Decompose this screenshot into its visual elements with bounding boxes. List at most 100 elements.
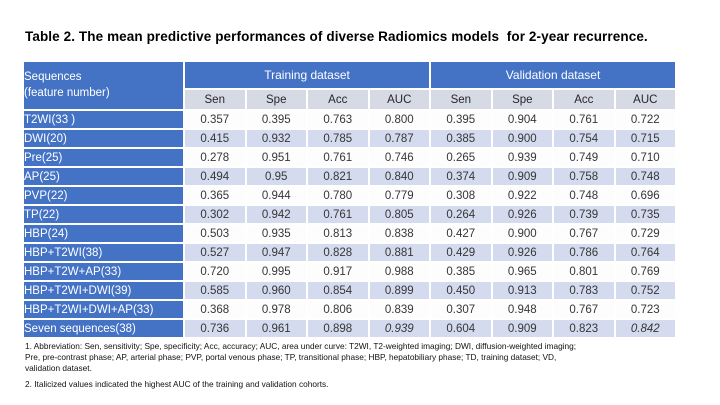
metric-value: 0.913 — [490, 280, 555, 301]
metric-value: 0.761 — [306, 204, 370, 225]
metric-value: 0.944 — [244, 185, 308, 206]
table-header: Sequences (feature number) Training data… — [22, 60, 678, 111]
table-row: HBP+T2WI+DWI+AP(33) 0.368 0.978 0.806 0.839 0… — [22, 299, 678, 320]
metric-value: 0.503 — [183, 223, 247, 244]
metric-value: 0.429 — [429, 242, 493, 263]
metric-value: 0.840 — [367, 166, 432, 187]
footnote-1-line-1: 1. Abbreviation: Sen, sensitivity; Spe, … — [25, 341, 577, 351]
metric-value: 0.785 — [306, 128, 370, 149]
metric-value: 0.395 — [429, 109, 493, 130]
metric-value: 0.395 — [244, 109, 308, 130]
metric-value: 0.302 — [183, 204, 247, 225]
metric-value: 0.939 — [490, 147, 555, 168]
radiomics-performance-table: Sequences (feature number) Training data… — [22, 60, 678, 339]
metric-value: 0.278 — [183, 147, 247, 168]
metric-value: 0.926 — [490, 204, 555, 225]
metric-value: 0.942 — [244, 204, 308, 225]
metric-value: 0.881 — [367, 242, 432, 263]
metric-value: 0.729 — [613, 223, 678, 244]
metric-value: 0.374 — [429, 166, 493, 187]
metric-value: 0.696 — [613, 185, 678, 206]
metric-value: 0.854 — [306, 280, 370, 301]
metric-value: 0.95 — [244, 166, 308, 187]
sequences-header-line2: (feature number) — [24, 86, 110, 99]
metric-value: 0.786 — [552, 242, 616, 263]
metric-value: 0.935 — [244, 223, 308, 244]
metric-value: 0.965 — [490, 261, 555, 282]
sequences-header-line1: Sequences — [24, 70, 82, 83]
row-label: HBP+T2WI(38) — [22, 242, 185, 263]
metric-value: 0.828 — [306, 242, 370, 263]
table-row: DWI(20) 0.415 0.932 0.785 0.787 0.385 0.900 0.7… — [22, 128, 678, 149]
table-row: HBP+T2WI(38) 0.527 0.947 0.828 0.881 0.429 0.9… — [22, 242, 678, 263]
footnote-abbreviations: 1. Abbreviation: Sen, sensitivity; Spe, … — [25, 341, 715, 374]
metric-value: 0.806 — [306, 299, 370, 320]
footnote-1-line-3: validation dataset. — [25, 363, 92, 373]
metric-value: 0.752 — [613, 280, 678, 301]
metric-header-validation-acc: Acc — [552, 88, 616, 111]
metric-value: 0.961 — [244, 318, 308, 339]
metric-value: 0.385 — [429, 261, 493, 282]
metric-value: 0.909 — [490, 318, 555, 339]
metric-value: 0.769 — [613, 261, 678, 282]
metric-value: 0.767 — [552, 223, 616, 244]
table-row: HBP+T2WI+DWI(39) 0.585 0.960 0.854 0.899 0.45… — [22, 280, 678, 301]
metric-value: 0.736 — [183, 318, 247, 339]
metric-value: 0.898 — [306, 318, 370, 339]
metric-value: 0.527 — [183, 242, 247, 263]
metric-value: 0.357 — [183, 109, 247, 130]
metric-value: 0.805 — [367, 204, 432, 225]
metric-value: 0.450 — [429, 280, 493, 301]
row-label: AP(25) — [22, 166, 185, 187]
metric-value: 0.904 — [490, 109, 555, 130]
metric-value: 0.823 — [552, 318, 616, 339]
metric-value: 0.722 — [613, 109, 678, 130]
metric-value: 0.739 — [552, 204, 616, 225]
metric-value: 0.758 — [552, 166, 616, 187]
metric-value: 0.735 — [613, 204, 678, 225]
metric-value: 0.763 — [306, 109, 370, 130]
metric-header-training-spe: Spe — [244, 88, 308, 111]
metric-header-validation-spe: Spe — [490, 88, 555, 111]
metric-value: 0.585 — [183, 280, 247, 301]
table-row: T2WI(33 ) 0.357 0.395 0.763 0.800 0.395 0.904 0… — [22, 109, 678, 130]
sequences-column-header: Sequences (feature number) — [22, 60, 185, 111]
table-body: T2WI(33 ) 0.357 0.395 0.763 0.800 0.395 0.904 0… — [22, 109, 678, 339]
metric-value: 0.939 — [367, 318, 432, 339]
metric-value: 0.839 — [367, 299, 432, 320]
row-label: HBP+T2WI+DWI(39) — [22, 280, 185, 301]
metric-value: 0.900 — [490, 128, 555, 149]
metric-value: 0.780 — [306, 185, 370, 206]
row-label: T2WI(33 ) — [22, 109, 185, 130]
metric-value: 0.821 — [306, 166, 370, 187]
metric-value: 0.264 — [429, 204, 493, 225]
footnotes: 1. Abbreviation: Sen, sensitivity; Spe, … — [25, 341, 715, 390]
metric-value: 0.838 — [367, 223, 432, 244]
metric-value: 0.917 — [306, 261, 370, 282]
metric-value: 0.947 — [244, 242, 308, 263]
metric-value: 0.922 — [490, 185, 555, 206]
table-row: Seven sequences(38) 0.736 0.961 0.898 0.939 0… — [22, 318, 678, 339]
metric-value: 0.948 — [490, 299, 555, 320]
metric-value: 0.604 — [429, 318, 493, 339]
table-row: AP(25) 0.494 0.95 0.821 0.840 0.374 0.909 0.758… — [22, 166, 678, 187]
metric-value: 0.842 — [613, 318, 678, 339]
metric-header-row: Sen Spe Acc AUC Sen Spe Acc AUC — [23, 88, 678, 111]
metric-value: 0.899 — [367, 280, 432, 301]
metric-header-training-sen: Sen — [183, 88, 247, 111]
footnote-1-line-2: Pre, pre-contrast phase; AP, arterial ph… — [25, 352, 557, 362]
metric-value: 0.960 — [244, 280, 308, 301]
metric-value: 0.932 — [244, 128, 308, 149]
metric-value: 0.715 — [613, 128, 678, 149]
metric-value: 0.787 — [367, 128, 432, 149]
metric-value: 0.710 — [613, 147, 678, 168]
metric-value: 0.749 — [552, 147, 616, 168]
row-label: TP(22) — [22, 204, 185, 225]
table-row: HBP(24) 0.503 0.935 0.813 0.838 0.427 0.900 0.7… — [22, 223, 678, 244]
metric-value: 0.748 — [552, 185, 616, 206]
footnote-italics: 2. Italicized values indicated the highe… — [25, 379, 329, 389]
metric-value: 0.995 — [244, 261, 308, 282]
metric-value: 0.385 — [429, 128, 493, 149]
row-label: PVP(22) — [22, 185, 185, 206]
